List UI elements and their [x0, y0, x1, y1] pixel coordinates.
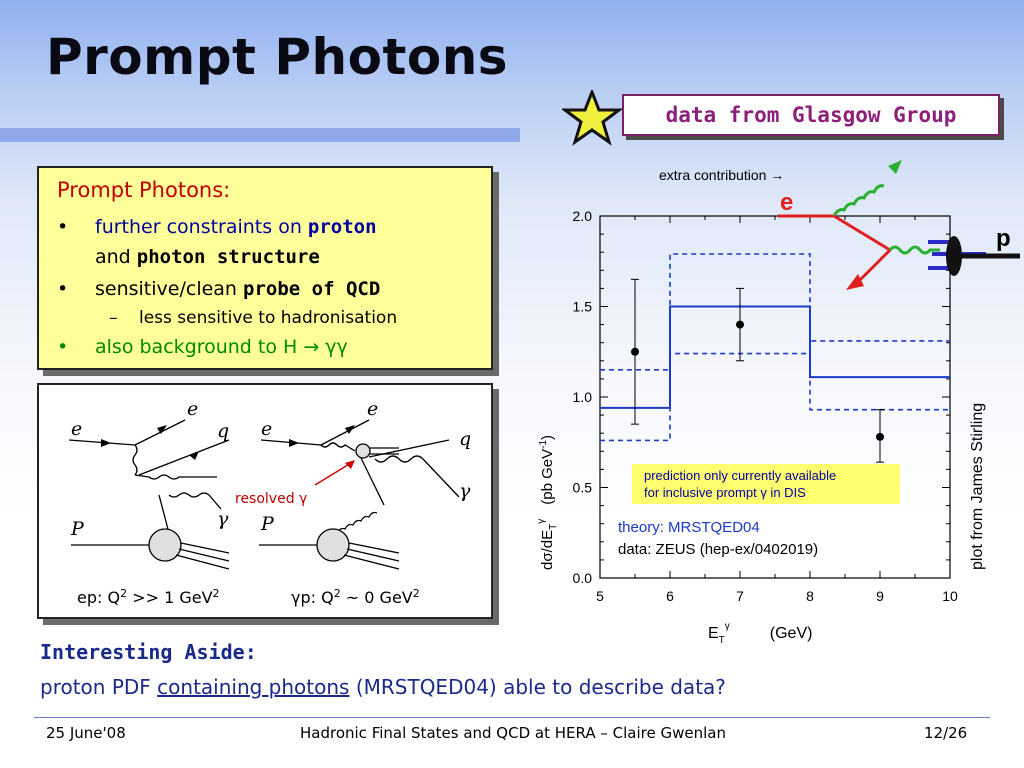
y-axis-label: dσ/dETγ(pb GeV-1) — [536, 435, 559, 570]
summary-box: Prompt Photons: • further constraints on… — [37, 166, 493, 370]
feynman-diagrams-box: e e q γ P resolved γ e e q — [37, 383, 493, 619]
y-tick-label-2: 1.0 — [573, 389, 593, 405]
aside-text: proton PDF containing photons (MRSTQED04… — [40, 675, 726, 699]
data-point-1 — [736, 320, 744, 329]
x-tick-label-3: 8 — [806, 588, 814, 604]
summary-heading: Prompt Photons: — [57, 178, 231, 202]
page-title: Prompt Photons — [46, 28, 509, 86]
x-tick-label-0: 5 — [596, 588, 604, 604]
ep-label-e-in: e — [71, 418, 82, 440]
theory-histograms — [600, 253, 950, 442]
resolved-arrow-head — [345, 460, 355, 469]
theory-legend: theory: MRSTQED04 — [618, 519, 760, 536]
data-point-0 — [631, 347, 639, 356]
scattering-sketch — [778, 160, 1020, 290]
data-legend: data: ZEUS (hep-ex/0402019) — [618, 541, 818, 558]
gp-label-e-in: e — [261, 418, 272, 440]
theory-central-line — [600, 305, 950, 409]
resolved-gamma-label: resolved γ — [235, 491, 307, 507]
prediction-note-box — [632, 464, 900, 504]
ep-caption: ep: Q2 >> 1 GeV2 — [77, 587, 220, 607]
prediction-note-line1: prediction only currently available — [644, 468, 836, 483]
containing-photons-link: containing photons — [157, 675, 350, 699]
ep-diagram — [68, 419, 230, 570]
extra-contribution-label: extra contribution → — [659, 167, 784, 183]
x-tick-label-1: 6 — [666, 588, 674, 604]
gammap-diagram — [259, 419, 460, 570]
y-tick-label-0: 0.0 — [573, 570, 593, 586]
axis-ticks: 5 6 7 8 9 10 0.0 0.5 1.0 1.5 2.0 — [573, 208, 958, 604]
gp-label-p: P — [260, 513, 275, 535]
footer-date: 25 June'08 — [46, 724, 126, 742]
title-underline-bar — [0, 128, 520, 142]
feynman-diagrams: e e q γ P resolved γ e e q — [68, 398, 471, 607]
plot-credit: plot from James Stirling — [969, 403, 986, 570]
x-tick-label-2: 7 — [736, 588, 744, 604]
ep-label-p: P — [70, 518, 85, 540]
gp-label-gamma: γ — [459, 480, 471, 502]
x-tick-label-4: 9 — [876, 588, 884, 604]
gp-label-q: q — [459, 428, 471, 450]
theory-lower-band — [600, 352, 950, 442]
ep-label-e-out: e — [187, 398, 198, 420]
prediction-note-line2: for inclusive prompt γ in DIS — [644, 485, 806, 500]
y-tick-label-1: 0.5 — [573, 480, 593, 496]
data-points — [631, 278, 884, 463]
cross-section-plot: 5 6 7 8 9 10 0.0 0.5 1.0 1.5 2.0 extra contributio… — [536, 160, 1020, 646]
theory-upper-band — [600, 253, 950, 371]
ep-label-q: q — [217, 420, 229, 442]
x-tick-label-5: 10 — [942, 588, 958, 604]
y-tick-label-4: 2.0 — [573, 208, 593, 224]
footer-divider — [34, 717, 990, 718]
electron-out-arrowhead — [846, 274, 864, 290]
aside-title: Interesting Aside: — [40, 640, 257, 664]
glasgow-group-badge: data from Glasgow Group — [622, 94, 1000, 136]
ep-label-gamma: γ — [217, 508, 229, 530]
x-axis-label: ETγ (GeV) — [708, 621, 812, 646]
footer-page-number: 12/26 — [924, 724, 968, 742]
data-point-2 — [876, 432, 884, 441]
footer-title: Hadronic Final States and QCD at HERA – … — [300, 724, 726, 742]
proton-label: p — [996, 225, 1011, 252]
y-tick-label-3: 1.5 — [573, 299, 593, 315]
gammap-caption: γp: Q2 ~ 0 GeV2 — [291, 587, 420, 607]
resolved-arrow — [314, 462, 352, 486]
photon-out-arrowhead — [888, 160, 902, 174]
gp-label-e-out: e — [367, 398, 378, 420]
electron-label: e — [780, 189, 793, 216]
star-icon — [562, 90, 622, 146]
